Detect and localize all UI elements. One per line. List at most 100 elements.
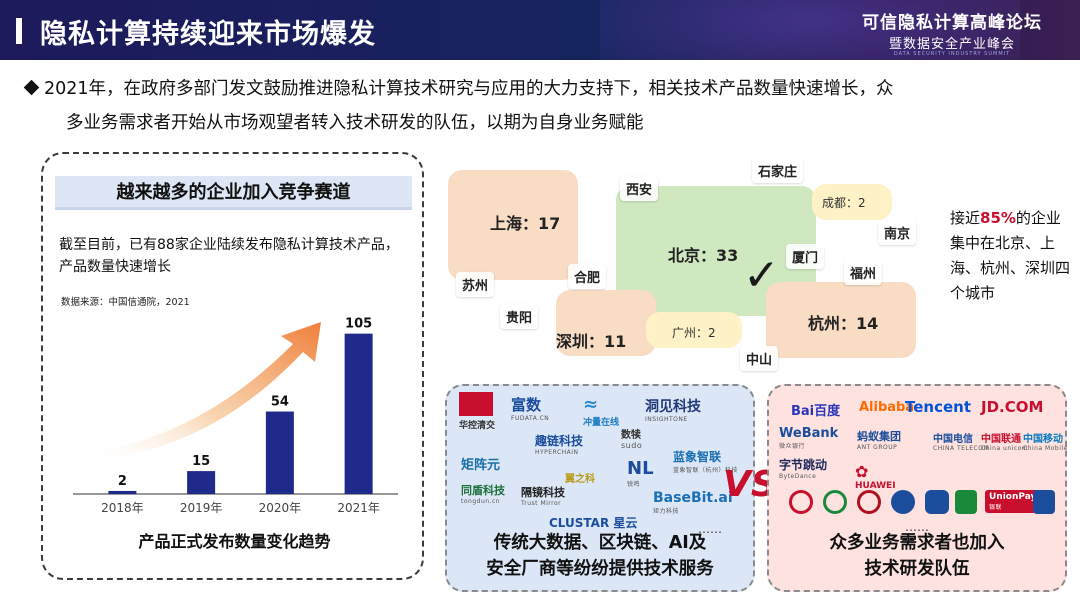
intro-paragraph: 2021年，在政府多部门发文鼓励推进隐私计算技术研究与应用的大力支持下，相关技术…: [23, 72, 1054, 140]
category-tick-label: 2021年: [337, 501, 380, 515]
business-demanders-panel: Bai百度 Alibaba Tencent JD.COM WeBank 微众银行 …: [767, 384, 1067, 592]
logo-basebit: BaseBit.ai 矩力科技: [653, 490, 733, 515]
logo-unionpay: UnionPay 银联: [985, 490, 1041, 513]
city-zhongshan: 中山: [740, 346, 779, 371]
comm-bank-logo-icon: [925, 490, 949, 514]
tech-vendors-caption: 传统大数据、区块链、AI及 安全厂商等纷纷提供技术服务: [486, 533, 714, 579]
title-accent-bar: [16, 18, 22, 44]
chengdu-count: 成都：2: [822, 196, 866, 210]
note-post: 的企业集中在北京、上海、杭州、深圳四个城市: [950, 209, 1071, 302]
card-banner: 越来越多的企业加入竞争赛道: [55, 176, 412, 210]
logo-ant: 蚂蚁集团 ANT GROUP: [857, 430, 901, 451]
shenzhen-region: [556, 290, 656, 356]
logo-chongying: ≈ 冲量在线: [583, 394, 620, 428]
logo-clustar: CLUSTAR 星云: [549, 516, 638, 530]
bar-value-label: 54: [271, 395, 289, 410]
huawei-petal-icon: ✿: [855, 462, 869, 481]
city-shijiazhuang: 石家庄: [752, 158, 804, 183]
city-guiyang: 贵阳: [500, 304, 539, 329]
logo-mobile: 中国移动 China Mobile: [1023, 434, 1068, 452]
header-bar: 隐私计算持续迎来市场爆发 可信隐私计算高峰论坛 暨数据安全产业峰会 DATA S…: [0, 0, 1080, 60]
city-xiamen: 厦门: [786, 244, 825, 269]
bar-2021年: [344, 333, 373, 494]
more-vendors-dots: ……: [698, 522, 722, 536]
hangzhou-count: 杭州：14: [808, 314, 879, 333]
logo-tencent: Tencent: [905, 398, 972, 416]
intro-line-2: 多业务需求者开始从市场观望者转入技术研发的队伍，以期为自身业务赋能: [66, 113, 644, 133]
bar-value-label: 15: [192, 454, 210, 469]
bar-value-label: 105: [345, 317, 372, 332]
bar-value-label: 2: [118, 474, 127, 489]
guangzhou-count: 广州：2: [672, 326, 716, 340]
logo-huakong: 华控清交: [459, 392, 495, 431]
city-hefei: 合肥: [568, 264, 607, 289]
hangzhou-region: [766, 282, 916, 358]
logo-webank: WeBank 微众银行: [779, 426, 839, 450]
logo-fushu: 富数 FUDATA.CN: [511, 396, 550, 422]
city-distribution-map: 上海：17 北京：33 深圳：11 杭州：14 成都：2 广州：2 ✓ 西安 石…: [440, 150, 940, 372]
logo-dongjian: 洞见科技 INSIGHTONE: [645, 399, 701, 423]
intro-line-1: 2021年，在政府多部门发文鼓励推进隐私计算技术研究与应用的大力支持下，相关技术…: [44, 79, 894, 99]
logo-unicom: 中国联通 China unicom: [981, 434, 1029, 452]
category-tick-label: 2019年: [180, 501, 223, 515]
product-trend-card: 越来越多的企业加入竞争赛道 截至目前，已有88家企业陆续发布隐私计算技术产品，产…: [41, 152, 424, 580]
logo-alibaba: Alibaba: [859, 400, 915, 415]
chongying-wave-icon: ≈: [583, 394, 599, 415]
more-demanders-dots: ……: [905, 520, 929, 534]
bar-2018年: [108, 490, 137, 494]
city-xian: 西安: [620, 176, 659, 201]
concentration-note: 接近85%的企业集中在北京、上海、杭州、深圳四个城市: [950, 206, 1072, 306]
logo-xiaozhi: 翼之科: [565, 474, 595, 485]
checkmark-icon: ✓: [743, 250, 780, 301]
city-nanjing: 南京: [878, 220, 917, 245]
forum-title: 可信隐私计算高峰论坛: [862, 13, 1042, 33]
icbc-logo-icon: [789, 490, 813, 514]
guangzhou-region: [646, 312, 742, 348]
chart-title: 产品正式发布数量变化趋势: [138, 532, 331, 551]
logo-juzhen: 矩阵元: [461, 458, 501, 473]
header-glow: [600, 0, 1020, 60]
shenzhen-count: 深圳：11: [556, 332, 627, 351]
logo-qulian: 趣链科技 HYPERCHAIN: [535, 434, 584, 456]
bank-logos-row: UnionPay 银联: [789, 490, 1055, 518]
forum-branding: 可信隐私计算高峰论坛 暨数据安全产业峰会 DATA SECURITY INDUS…: [862, 8, 1042, 57]
bar-chart: 2 2018年 15 2019年 54 2020年 105 2021年: [73, 317, 398, 515]
category-tick-label: 2018年: [101, 501, 144, 515]
huakong-mark-icon: [459, 392, 493, 416]
logo-bytedance: 字节跳动 ByteDance: [779, 458, 828, 480]
beijing-count: 北京：33: [668, 246, 739, 265]
shanghai-count: 上海：17: [490, 214, 561, 233]
forum-english: DATA SECURITY INDUSTRY SUMMIT: [893, 51, 1011, 57]
logo-jd: JD.COM: [981, 398, 1044, 416]
logo-lanxiang: 蓝象智联 蓝象智联（杭州）科技: [673, 450, 739, 474]
logo-ruifeng: NL 锐鸣: [627, 458, 654, 488]
business-demanders-caption: 众多业务需求者也加入 技术研发队伍: [829, 533, 1005, 579]
bar-2019年: [187, 471, 216, 494]
ccb-logo-icon: [891, 490, 915, 514]
tech-vendors-panel: 华控清交 富数 FUDATA.CN ≈ 冲量在线 洞见科技 INSIGHTONE 趣…: [445, 384, 755, 592]
city-suzhou: 苏州: [456, 272, 495, 297]
minsheng-logo-icon: [1033, 490, 1055, 514]
note-pre: 接近: [950, 209, 981, 227]
forum-subtitle: 暨数据安全产业峰会: [888, 37, 1015, 52]
bar-2020年: [265, 411, 294, 494]
logo-tongdun: 同盾科技 tongdun.cn: [461, 484, 505, 505]
logo-gejing: 隔镜科技 Trust Mirror: [521, 486, 565, 507]
bullet-diamond-icon: [23, 79, 40, 96]
logo-baidu: Bai百度: [791, 404, 841, 419]
cmb-logo-icon: [955, 490, 977, 514]
card-description: 截至目前，已有88家企业陆续发布隐私计算技术产品，产品数量快速增长: [59, 237, 399, 275]
abc-logo-icon: [823, 490, 847, 514]
note-percentage: 85%: [980, 209, 1016, 227]
logo-huawei: ✿ HUAWEI: [855, 462, 896, 491]
trend-arrow-icon: [83, 322, 321, 462]
city-fuzhou: 福州: [844, 260, 883, 285]
data-source: 数据来源：中国信通院，2021: [61, 297, 190, 308]
category-tick-label: 2020年: [259, 501, 302, 515]
boc-logo-icon: [857, 490, 881, 514]
logo-telecom: 中国电信 CHINA TELECOM: [933, 434, 990, 452]
shanghai-region: [448, 170, 578, 280]
logo-shudu: 数犊 sudo: [621, 430, 643, 450]
chengdu-region: [812, 184, 892, 220]
slide-title: 隐私计算持续迎来市场爆发: [40, 19, 376, 50]
